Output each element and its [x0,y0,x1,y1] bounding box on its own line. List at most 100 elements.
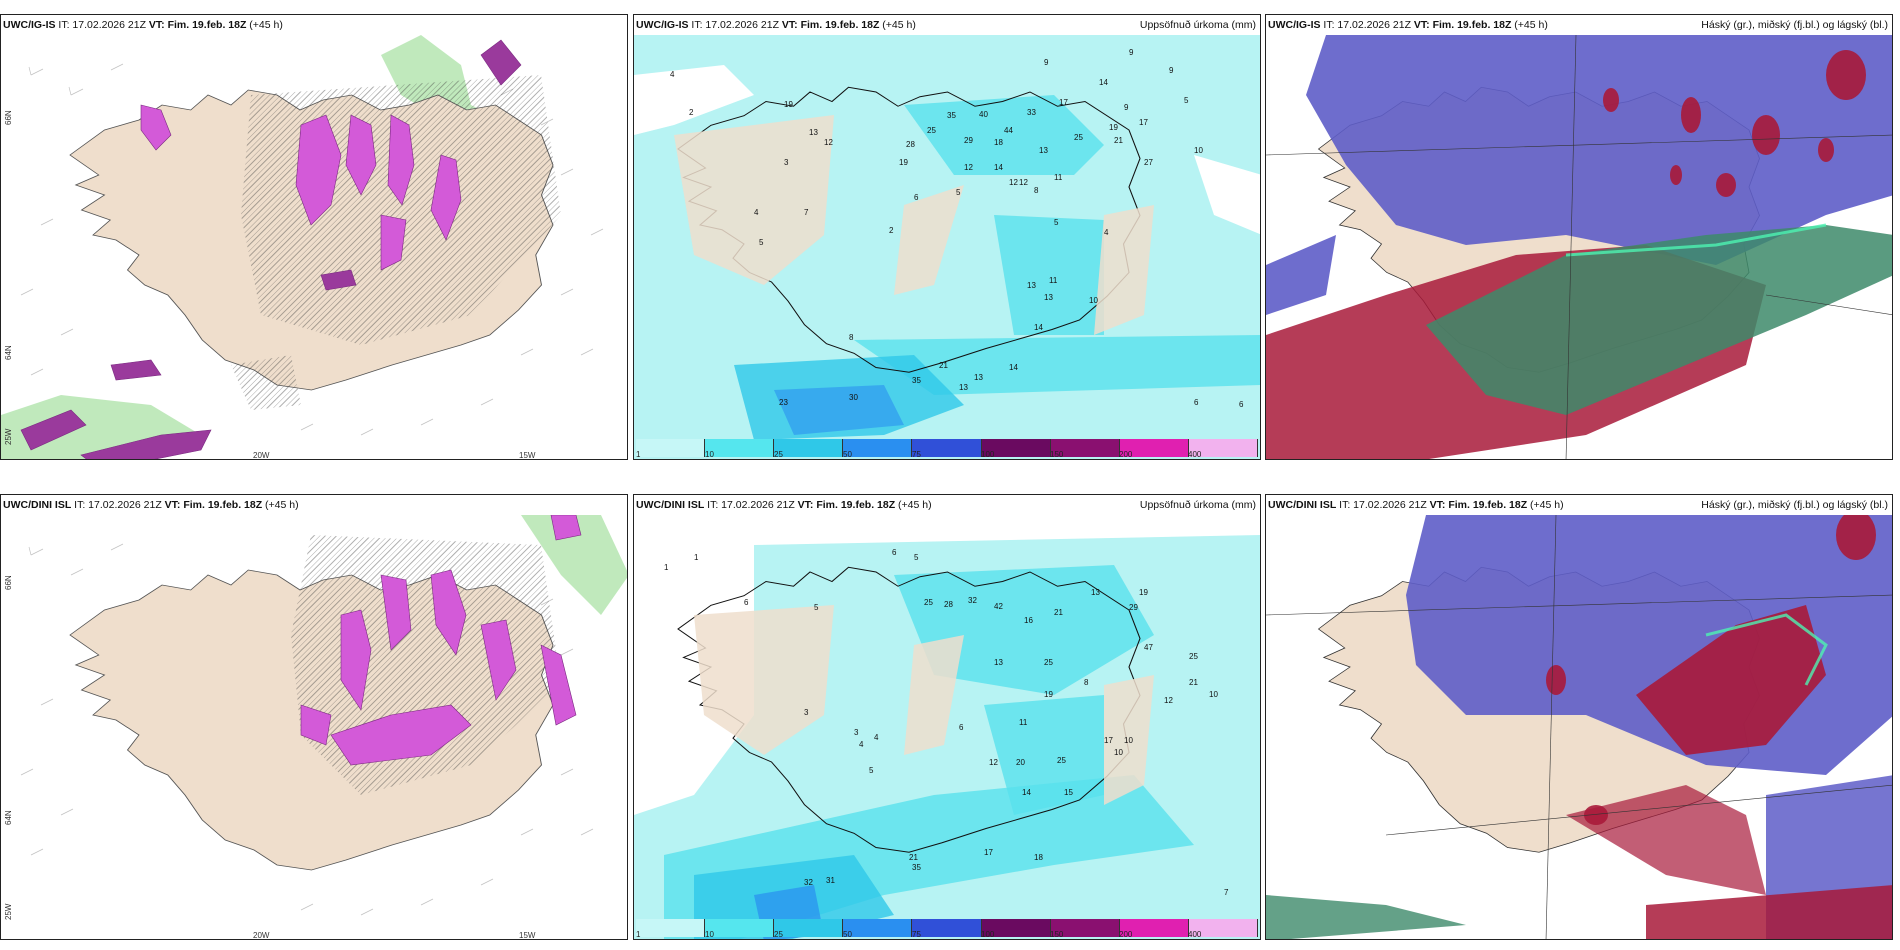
valid-time: Fim. 19.feb. 18Z [1432,19,1512,31]
precip-value: 44 [1004,126,1013,135]
model-name: UWC/IG-IS [636,19,689,31]
legend-label: 10 [705,450,714,459]
legend-swatch [636,439,706,457]
legend-label: 400 [1188,450,1202,459]
precip-value: 9 [1129,48,1134,57]
valid-time: Fim. 19.feb. 18Z [167,19,247,31]
precip-value: 21 [909,853,918,862]
precip-value: 19 [1044,690,1053,699]
precip-value: 5 [759,238,764,247]
legend-swatch [774,439,844,457]
precip-value: 13 [809,128,818,137]
precip-value: 6 [744,598,749,607]
precip-value: 10 [1209,690,1218,699]
legend-swatch [912,439,982,457]
precip-value: 12 [1009,178,1018,187]
wind-map-bottom [1,515,627,939]
precip-map-top: 4 2 19 13 12 7 28 35 40 33 17 14 19 9 17… [634,35,1260,459]
legend-swatch [1119,439,1189,457]
precip-value: 25 [924,598,933,607]
legend-swatch [1119,919,1189,937]
lat-label-64n: 64N [4,810,13,825]
panel-top-wind: UWC/IG-IS IT: 17.02.2026 21Z VT: Fim. 19… [0,14,628,460]
precip-value: 13 [1039,146,1048,155]
precip-value: 8 [1034,186,1039,195]
precip-value: 6 [892,548,897,557]
precip-value: 5 [956,188,961,197]
precip-value: 13 [994,658,1003,667]
precip-value: 19 [1109,123,1118,132]
precip-value: 40 [979,110,988,119]
init-time: IT: 17.02.2026 21Z [74,499,162,511]
precip-value: 6 [914,193,919,202]
precip-value: 21 [1054,608,1063,617]
precip-value: 35 [947,111,956,120]
panel-header: UWC/IG-IS IT: 17.02.2026 21Z VT: Fim. 19… [1266,15,1892,35]
precip-value: 25 [1074,133,1083,142]
precip-value: 23 [779,398,788,407]
legend-label: 150 [1050,930,1064,939]
precip-value: 12 [1164,696,1173,705]
precip-value: 35 [912,863,921,872]
valid-time: Fim. 19.feb. 18Z [1448,499,1528,511]
precip-value: 32 [804,878,813,887]
precip-value: 13 [1027,281,1036,290]
precip-value: 14 [1099,78,1108,87]
legend-label: 75 [912,930,921,939]
legend-label: 400 [1188,930,1202,939]
lat-label-66n: 66N [4,110,13,125]
precip-value: 14 [1022,788,1031,797]
precip-value: 11 [1049,276,1058,285]
precip-value: 14 [1034,323,1043,332]
valid-time-label: VT: [797,499,814,511]
panel-header: UWC/IG-IS IT: 17.02.2026 21Z VT: Fim. 19… [1,15,627,35]
lon-label-15w: 15W [519,451,536,460]
init-time: IT: 17.02.2026 21Z [1323,19,1411,31]
panel-header: UWC/DINI ISL IT: 17.02.2026 21Z VT: Fim.… [1266,495,1892,515]
model-name: UWC/IG-IS [1268,19,1321,31]
precip-value: 32 [968,596,977,605]
cloud-title: Háský (gr.), miðský (fj.bl.) og lágský (… [1701,499,1888,511]
precip-value: 17 [1104,736,1113,745]
precip-value: 25 [1057,756,1066,765]
precip-value: 9 [1169,66,1174,75]
legend-swatch [981,439,1051,457]
precip-value: 13 [959,383,968,392]
panel-bottom-cloud: UWC/DINI ISL IT: 17.02.2026 21Z VT: Fim.… [1265,494,1893,940]
precip-value: 12 [1019,178,1028,187]
legend-swatch [1050,439,1120,457]
precip-value: 33 [1027,108,1036,117]
precip-value: 19 [899,158,908,167]
precip-value: 9 [1124,103,1129,112]
model-name: UWC/DINI ISL [3,499,72,511]
panel-header: UWC/IG-IS IT: 17.02.2026 21Z VT: Fim. 19… [634,15,1260,35]
cloud-title: Háský (gr.), miðský (fj.bl.) og lágský (… [1701,19,1888,31]
precip-value: 6 [1239,400,1244,409]
precip-title: Uppsöfnuð úrkoma (mm) [1139,499,1256,511]
precip-value: 25 [1044,658,1053,667]
precip-value: 28 [906,140,915,149]
precip-value: 18 [1034,853,1043,862]
model-name: UWC/IG-IS [3,19,56,31]
legend-swatch [1188,439,1258,457]
precip-value: 20 [1016,758,1025,767]
legend-label: 200 [1119,930,1133,939]
precip-value: 9 [1044,58,1049,67]
precip-value: 21 [1114,136,1123,145]
precip-map-bottom: 6 5 1 1 6 5 25 28 32 42 16 21 13 29 19 4… [634,515,1260,939]
panel-bottom-wind: UWC/DINI ISL IT: 17.02.2026 21Z VT: Fim.… [0,494,628,940]
precip-value: 17 [1059,98,1068,107]
model-name: UWC/DINI ISL [1268,499,1337,511]
legend-swatch [636,919,706,937]
precip-value: 14 [1009,363,1018,372]
precip-legend [636,919,1258,937]
precip-value: 7 [1224,888,1229,897]
precip-value: 27 [1144,158,1153,167]
lead-time: (+45 h) [1514,19,1548,31]
lat-label-25w: 25W [4,903,13,920]
precip-value: 13 [1091,588,1100,597]
precip-value: 28 [944,600,953,609]
precip-value: 21 [1189,678,1198,687]
precip-value: 29 [1129,603,1138,612]
cloud-map-bottom [1266,515,1892,939]
